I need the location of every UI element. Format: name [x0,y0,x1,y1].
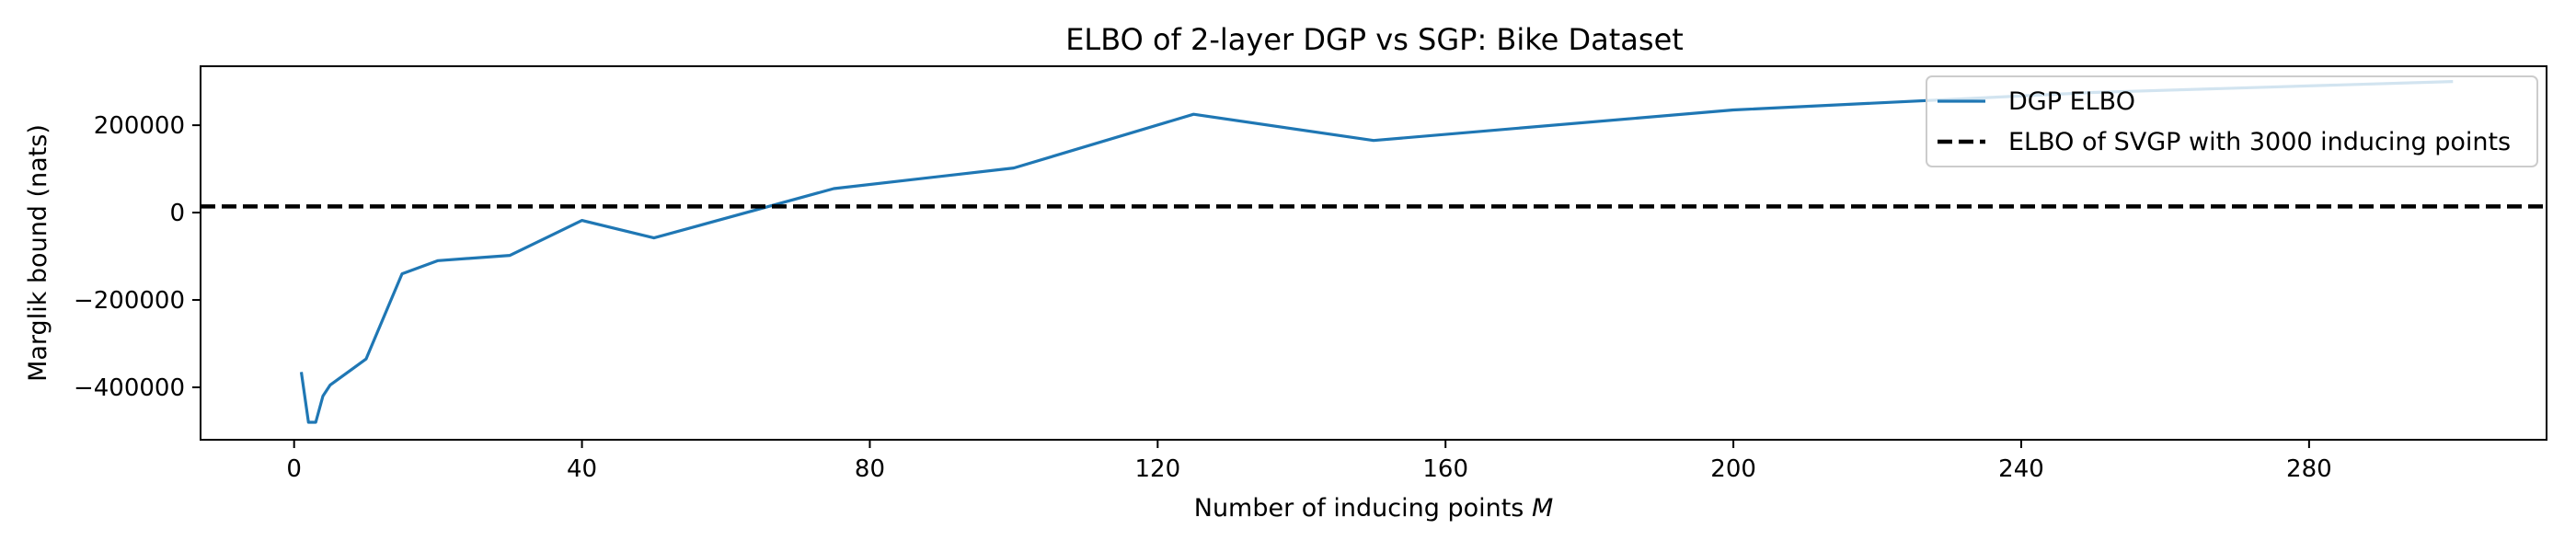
x-tick-label: 80 [855,455,885,483]
x-axis: 0 40 80 120 160 200 240 280 [286,440,2332,483]
chart-title: ELBO of 2-layer DGP vs SGP: Bike Dataset [1065,22,1684,57]
x-axis-label: Number of inducing points M [1194,494,1554,523]
x-tick-label: 240 [1998,455,2044,483]
legend-label: ELBO of SVGP with 3000 inducing points [2008,128,2511,156]
x-tick-label: 160 [1422,455,1468,483]
legend: DGP ELBO ELBO of SVGP with 3000 inducing … [1926,75,2538,167]
y-tick-label: −400000 [74,374,185,402]
y-tick-label: 0 [169,200,185,227]
legend-label: DGP ELBO [2008,87,2135,116]
x-tick-label: 280 [2286,455,2332,483]
y-tick-label: −200000 [74,287,185,315]
x-tick-label: 200 [1710,455,1756,483]
series-dgp-line [299,80,2454,424]
x-tick-label: 0 [286,455,302,483]
y-axis: −400000 −200000 0 200000 [74,112,201,402]
plot-frame [200,65,2547,441]
y-tick-label: 200000 [94,112,185,140]
x-tick-label: 120 [1135,455,1181,483]
x-axis-label-text: Number of inducing points [1194,494,1532,523]
y-axis-label: Marglik bound (nats) [24,124,52,382]
plot-area [201,80,2547,424]
x-tick-label: 40 [567,455,597,483]
x-axis-label-symbol: M [1532,494,1553,523]
legend-box [1926,75,2538,167]
